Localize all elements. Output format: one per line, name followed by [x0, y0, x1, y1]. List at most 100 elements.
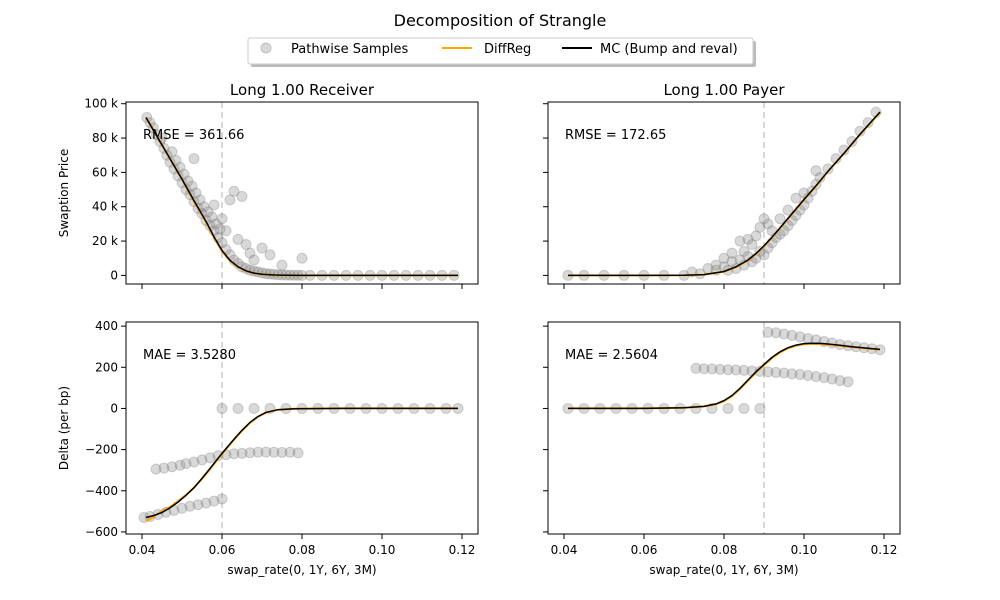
sample-point-30 [206, 211, 218, 223]
sample-point-31 [834, 375, 846, 387]
y-axis-label: Delta (per bp) [57, 386, 71, 470]
sample-point-13 [718, 252, 730, 264]
y-axis-label: Swaption Price [57, 149, 71, 237]
sample-point-58 [862, 117, 874, 129]
sample-point-29 [818, 372, 830, 384]
sample-point-35 [214, 223, 226, 235]
sample-point-12 [754, 402, 766, 414]
metric-annotation: MAE = 2.5604 [565, 348, 658, 363]
y-tick-label: 60 k [92, 165, 118, 179]
sample-point-20 [188, 153, 200, 165]
sample-point-34 [770, 327, 782, 339]
mc-line [568, 111, 881, 277]
sample-point-17 [722, 364, 734, 376]
sample-point-21 [228, 448, 240, 460]
x-tick-label: 0.10 [369, 543, 396, 557]
sample-point-26 [794, 368, 806, 380]
x-tick-label: 0.12 [449, 543, 476, 557]
sample-point-45 [232, 233, 244, 245]
legend-label-diffreg: DiffReg [484, 42, 531, 57]
panel-title: Long 1.00 Payer [663, 81, 785, 99]
sample-point-13 [166, 461, 178, 473]
sample-point-11 [150, 463, 162, 475]
sample-point-43 [228, 185, 240, 197]
sample-point-30 [216, 402, 228, 414]
x-tick-label: 0.10 [791, 543, 818, 557]
sample-point-24 [252, 446, 264, 458]
sample-point-24 [778, 367, 790, 379]
sample-point-26 [198, 201, 210, 213]
sample-point-51 [810, 165, 822, 177]
sample-point-30 [826, 373, 838, 385]
x-tick-label: 0.04 [551, 543, 578, 557]
sample-point-28 [284, 446, 296, 458]
mc-line [145, 407, 458, 519]
sample-point-30 [758, 249, 770, 261]
sample-point-21 [754, 365, 766, 377]
sample-point-24 [194, 194, 206, 206]
sample-point-18 [734, 235, 746, 247]
sample-point-53 [248, 254, 260, 266]
sample-point-39 [810, 334, 822, 346]
legend-label-samples: Pathwise Samples [291, 42, 408, 57]
mc-line [145, 117, 458, 277]
sample-point-6 [184, 500, 196, 512]
sample-point-26 [750, 230, 762, 242]
sample-point-8 [690, 402, 702, 414]
sample-point-15 [726, 256, 738, 268]
sample-point-49 [240, 239, 252, 251]
sample-point-25 [746, 239, 758, 251]
plot-area [548, 102, 900, 284]
y-tick-label: 20 k [92, 234, 118, 248]
plot-area [548, 322, 900, 534]
sample-point-41 [224, 194, 236, 206]
sample-point-32 [248, 402, 260, 414]
x-tick-label: 0.04 [129, 543, 156, 557]
sample-point-13 [690, 362, 702, 374]
sample-point-7 [192, 499, 204, 511]
y-tick-label: 40 k [92, 200, 118, 214]
sample-point-12 [158, 462, 170, 474]
sample-point-39 [220, 225, 232, 237]
sample-point-22 [190, 187, 202, 199]
sample-point-23 [770, 366, 782, 378]
sample-point-32 [842, 376, 854, 388]
sample-point-47 [236, 190, 248, 202]
y-tick-label: 0 [110, 268, 118, 282]
sample-point-15 [706, 363, 718, 375]
sample-point-32 [208, 199, 220, 211]
sample-point-22 [742, 233, 754, 245]
panel-delta-payer: 0.04 0.06 0.08 0.10 0.12 swap_rate(0, 1Y, 6Y,… [543, 321, 901, 577]
sample-point-27 [802, 370, 814, 382]
metric-annotation: MAE = 3.5280 [143, 348, 236, 363]
sample-point-55 [838, 144, 850, 156]
sample-point-28 [202, 206, 214, 218]
sample-point-10 [216, 493, 228, 505]
sample-point-22 [762, 366, 774, 378]
x-axis-label: swap_rate(0, 1Y, 6Y, 3M) [649, 563, 798, 577]
sample-point-26 [268, 446, 280, 458]
sample-point-36 [786, 329, 798, 341]
sample-point-19 [186, 180, 198, 192]
sample-point-56 [846, 135, 858, 147]
sample-point-31 [232, 402, 244, 414]
sample-point-41 [782, 204, 794, 216]
sample-points [562, 106, 882, 281]
sample-point-5 [176, 502, 188, 514]
sample-point-25 [786, 368, 798, 380]
x-tick-label: 0.06 [209, 543, 236, 557]
sample-points [562, 326, 886, 414]
legend-marker-samples [260, 42, 272, 54]
sample-point-37 [794, 331, 806, 343]
sample-point-35 [778, 328, 790, 340]
sample-point-28 [810, 371, 822, 383]
sample-point-53 [822, 163, 834, 175]
sample-point-11 [710, 259, 722, 271]
sample-point-44 [790, 192, 802, 204]
sample-point-59 [264, 249, 276, 261]
sample-point-8 [200, 497, 212, 509]
panel-price-payer: Long 1.00 Payer RMSE = 172.65 [543, 81, 901, 289]
sample-point-31 [758, 213, 770, 225]
sample-point-19 [738, 364, 750, 376]
sample-point-37 [216, 213, 228, 225]
